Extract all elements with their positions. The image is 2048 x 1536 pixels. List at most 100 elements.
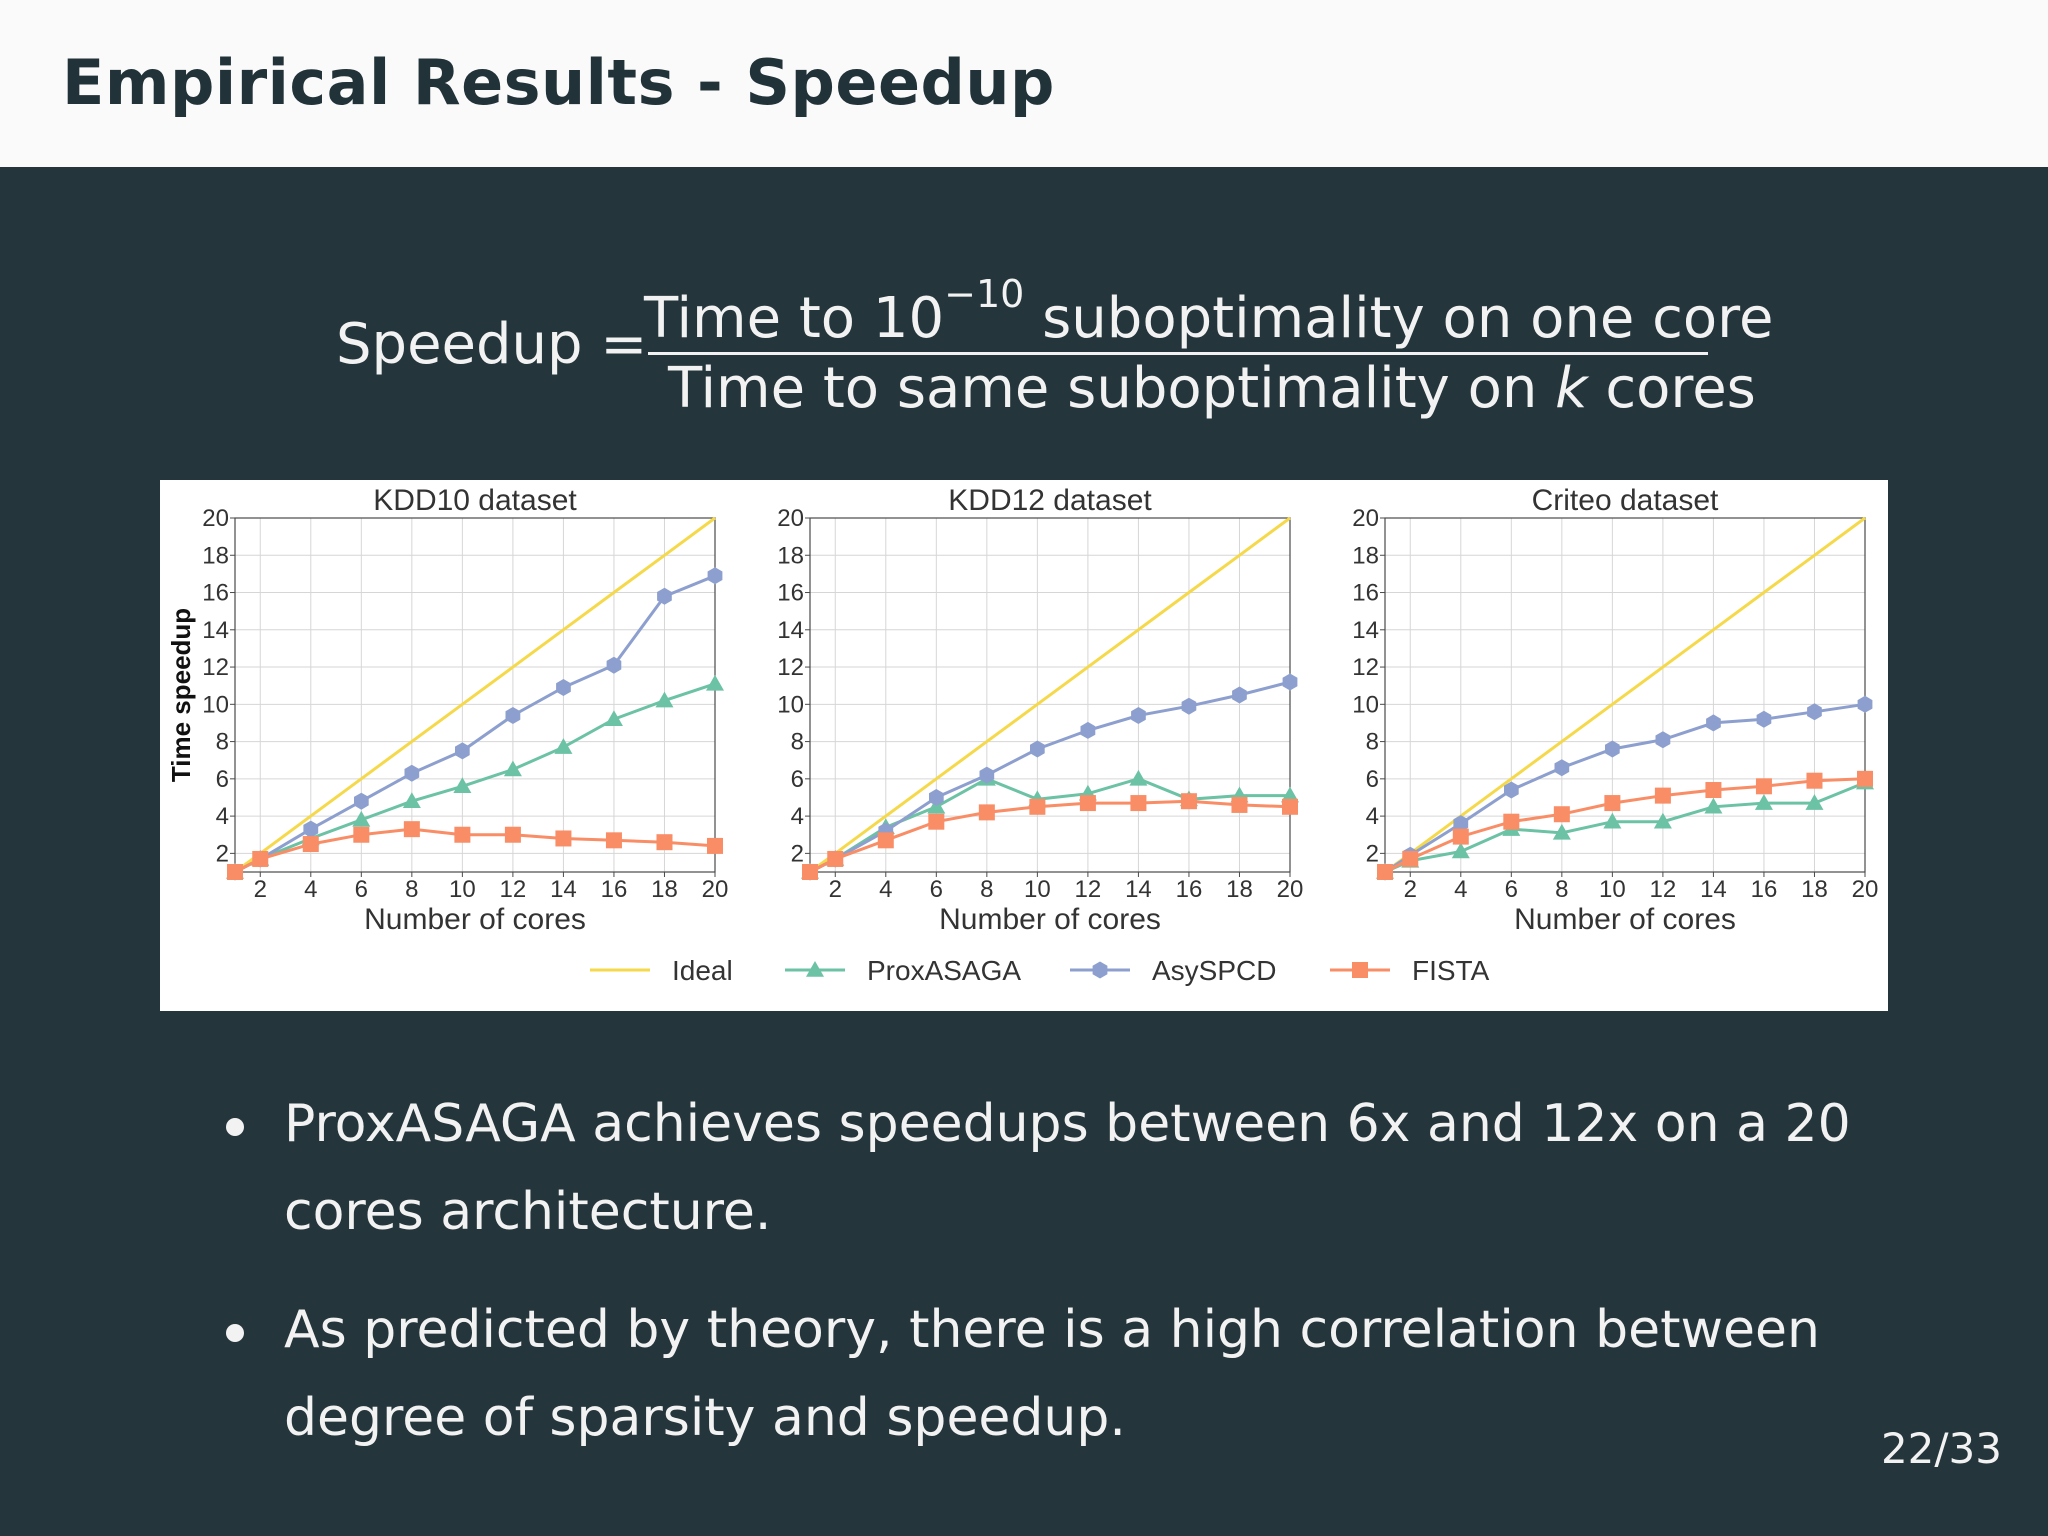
hexagon-marker xyxy=(455,742,470,760)
slide-title: Empirical Results - Speedup xyxy=(62,46,1055,119)
x-tick-label: 16 xyxy=(1751,876,1778,903)
triangle-marker xyxy=(604,710,623,726)
square-marker xyxy=(1231,796,1248,813)
bullet-dot-icon xyxy=(226,1324,244,1342)
square-marker xyxy=(403,821,420,838)
x-tick-label: 18 xyxy=(651,876,678,903)
y-tick-label: 2 xyxy=(216,840,229,867)
y-tick-label: 20 xyxy=(202,505,229,532)
y-tick-label: 4 xyxy=(1366,803,1379,830)
triangle-marker xyxy=(806,961,824,977)
y-axis-label: Time speedup xyxy=(166,608,196,782)
x-tick-label: 14 xyxy=(1700,876,1727,903)
formula-exponent: −10 xyxy=(944,272,1025,316)
chart-title: KDD12 dataset xyxy=(948,484,1152,517)
triangle-marker xyxy=(1653,812,1672,829)
chart-panel-1: 2 4 6 8 10 12 14 16 18 20 2 4 6 8 10 12 14 16 18 20 KDD10 da… xyxy=(202,484,728,936)
hexagon-marker xyxy=(1282,673,1298,691)
square-marker xyxy=(1755,778,1772,795)
y-tick-label: 10 xyxy=(1352,691,1379,718)
speedup-figure: 2 4 6 8 10 12 14 16 18 20 2 4 6 8 10 12 14 16 18 20 KDD10 da… xyxy=(160,480,1888,1011)
y-tick-label: 12 xyxy=(202,654,229,681)
legend-label: Ideal xyxy=(672,955,733,986)
triangle-marker xyxy=(706,674,724,691)
hexagon-marker xyxy=(1807,703,1822,721)
square-marker xyxy=(1857,770,1873,787)
square-marker xyxy=(1029,798,1046,815)
triangle-marker xyxy=(1129,769,1148,786)
y-tick-label: 6 xyxy=(791,766,804,793)
y-tick-label: 18 xyxy=(777,542,804,569)
square-marker xyxy=(302,836,319,853)
x-tick-label: 10 xyxy=(1599,876,1626,903)
chart-panel-3: 2 4 6 8 10 12 14 16 18 20 2 4 6 8 10 12 14 16 18 20 Criteo d… xyxy=(1352,484,1878,936)
x-axis-label: Number of cores xyxy=(1514,903,1736,936)
square-marker xyxy=(605,832,622,849)
x-tick-label: 14 xyxy=(550,876,577,903)
legend-label: AsySPCD xyxy=(1152,955,1276,986)
x-tick-label: 6 xyxy=(355,876,368,903)
square-marker xyxy=(1282,798,1298,815)
hexagon-marker xyxy=(707,567,723,585)
speedup-charts: 2 4 6 8 10 12 14 16 18 20 2 4 6 8 10 12 14 16 18 20 KDD10 da… xyxy=(166,484,1878,986)
hexagon-marker xyxy=(929,789,944,806)
chart-title: KDD10 dataset xyxy=(373,484,577,517)
x-tick-label: 4 xyxy=(1454,876,1467,903)
y-tick-label: 4 xyxy=(791,803,804,830)
triangle-marker xyxy=(503,760,522,777)
square-marker xyxy=(1503,813,1520,830)
square-marker xyxy=(656,834,673,851)
x-tick-label: 16 xyxy=(1176,876,1203,903)
x-tick-label: 20 xyxy=(1277,876,1304,903)
chart-legend: Ideal ProxASAGA AsySPCD FISTA xyxy=(590,955,1490,986)
hexagon-marker xyxy=(1504,781,1519,799)
hexagon-marker xyxy=(606,656,622,674)
bullet-item: As predicted by theory, there is a high … xyxy=(220,1286,1900,1462)
x-axis-label: Number of cores xyxy=(364,903,586,936)
triangle-marker xyxy=(1552,823,1571,840)
x-tick-label: 20 xyxy=(702,876,729,903)
formula-denominator-prefix: Time to same suboptimality on xyxy=(668,356,1556,421)
triangle-marker xyxy=(1603,812,1622,829)
triangle-marker xyxy=(554,738,573,754)
hexagon-marker xyxy=(1857,695,1873,713)
y-tick-label: 8 xyxy=(216,729,229,756)
formula-lhs: Speedup = xyxy=(336,312,648,377)
square-marker xyxy=(802,864,818,880)
hexagon-marker xyxy=(1080,721,1096,739)
x-tick-label: 2 xyxy=(1404,876,1417,903)
hexagon-marker xyxy=(505,707,521,724)
x-tick-label: 14 xyxy=(1125,876,1152,903)
triangle-marker xyxy=(655,691,674,708)
formula-denominator-var: k xyxy=(1555,356,1588,421)
triangle-marker xyxy=(402,792,421,808)
chart-panel-2: 2 4 6 8 10 12 14 16 18 20 2 4 6 8 10 12 14 16 18 20 KDD12 da… xyxy=(777,484,1303,936)
hexagon-marker xyxy=(1030,740,1045,758)
square-marker xyxy=(978,804,995,821)
hexagon-marker xyxy=(1655,731,1671,749)
fraction-bar xyxy=(648,352,1708,355)
hexagon-marker xyxy=(979,766,995,784)
y-tick-label: 14 xyxy=(202,617,229,644)
y-tick-label: 16 xyxy=(1352,580,1379,607)
x-tick-label: 6 xyxy=(1505,876,1518,903)
x-tick-label: 16 xyxy=(601,876,628,903)
y-tick-label: 4 xyxy=(216,803,229,830)
hexagon-marker xyxy=(556,679,571,696)
y-tick-label: 2 xyxy=(791,840,804,867)
square-marker xyxy=(454,826,471,843)
plot-frame xyxy=(234,517,716,873)
y-tick-label: 18 xyxy=(202,542,229,569)
series-line-asyspcd xyxy=(1384,702,1866,874)
x-tick-label: 8 xyxy=(405,876,418,903)
speedup-formula: Speedup = Time to 10−10 suboptimality on… xyxy=(336,262,1773,442)
x-axis-label: Number of cores xyxy=(939,903,1161,936)
y-tick-label: 2 xyxy=(1366,840,1379,867)
square-marker xyxy=(1130,795,1147,812)
square-marker xyxy=(1452,828,1469,845)
x-tick-label: 18 xyxy=(1226,876,1253,903)
y-tick-label: 14 xyxy=(1352,617,1379,644)
square-marker xyxy=(1604,795,1621,812)
formula-numerator-prefix: Time to 10 xyxy=(644,286,945,351)
square-marker xyxy=(1352,962,1368,978)
